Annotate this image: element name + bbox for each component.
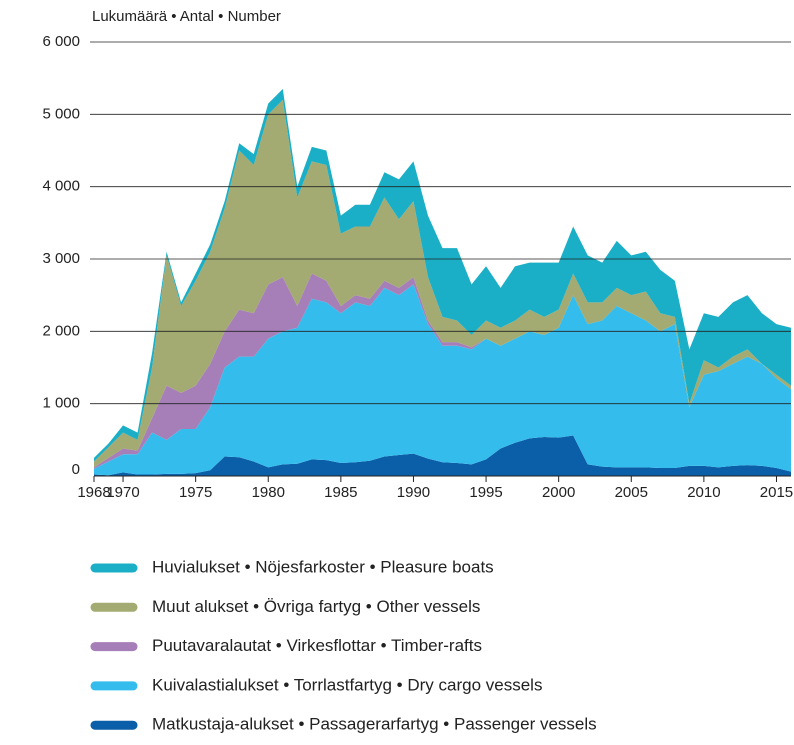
area — [94, 89, 791, 462]
y-tick-label: 0 — [72, 461, 80, 478]
legend-label: Kuivalastialukset • Torrlastfartyg • Dry… — [152, 675, 542, 694]
legend-label: Huvialukset • Nöjesfarkoster • Pleasure … — [152, 557, 494, 576]
area — [94, 435, 791, 476]
area — [94, 99, 791, 468]
legend-label: Matkustaja-alukset • Passagerarfartyg • … — [152, 715, 597, 734]
legend-label: Puutavaralautat • Virkesflottar • Timber… — [152, 636, 482, 655]
axis-title: Lukumäärä • Antal • Number — [92, 8, 281, 25]
y-tick-label: 3 000 — [42, 250, 80, 267]
area — [94, 273, 791, 469]
y-tick-label: 6 000 — [42, 33, 80, 50]
x-tick-label: 2015 — [760, 484, 793, 501]
y-tick-label: 2 000 — [42, 322, 80, 339]
y-tick-label: 4 000 — [42, 178, 80, 195]
x-tick-label: 1990 — [397, 484, 430, 501]
y-tick-label: 1 000 — [42, 395, 80, 412]
x-tick-label: 1970 — [106, 484, 139, 501]
legend-label: Muut alukset • Övriga fartyg • Other ves… — [152, 597, 480, 616]
x-tick-label: 2000 — [542, 484, 575, 501]
x-tick-label: 1995 — [469, 484, 502, 501]
x-tick-label: 1985 — [324, 484, 357, 501]
x-tick-label: 1980 — [252, 484, 285, 501]
x-tick-label: 2010 — [687, 484, 720, 501]
x-tick-label: 1968 — [77, 484, 110, 501]
x-tick-label: 1975 — [179, 484, 212, 501]
area — [94, 284, 791, 476]
x-tick-label: 2005 — [615, 484, 648, 501]
y-tick-label: 5 000 — [42, 105, 80, 122]
